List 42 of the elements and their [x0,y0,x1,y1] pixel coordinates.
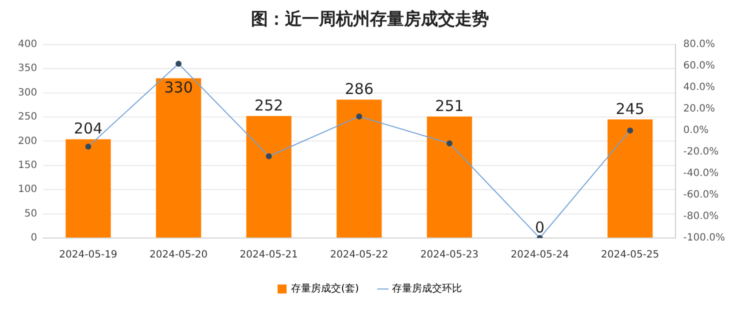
bar [426,116,472,238]
y2-tick-label: 0.0% [683,125,709,136]
y-tick-label: 200 [18,136,38,147]
x-tick-label: 2024-05-22 [330,250,388,261]
y-tick-label: 400 [18,38,38,50]
bar [156,78,202,238]
bar [66,139,111,238]
y2-tick-label: -80.0% [683,211,719,222]
y-tick-label: 250 [18,112,38,123]
x-tick-label: 2024-05-21 [240,250,298,261]
data-label: 252 [254,96,284,114]
data-label: 204 [74,120,103,138]
x-tick-label: 2024-05-24 [510,250,569,261]
y-tick-label: 350 [18,63,38,74]
x-tick-label: 2024-05-19 [59,250,118,261]
bar [336,100,382,238]
y2-tick-label: -20.0% [683,146,719,158]
y2-tick-label: -60.0% [683,190,719,201]
data-label: 251 [435,96,464,115]
y2-tick-label: 20.0% [683,104,716,115]
y-tick-label: 150 [18,160,38,171]
x-tick-label: 2024-05-20 [149,250,208,261]
x-tick-label: 2024-05-25 [601,250,660,261]
data-label: 286 [344,80,374,98]
data-label: 0 [535,218,545,236]
y2-tick-label: -40.0% [683,168,719,180]
legend-label: 存量房成交(套) [291,282,359,295]
data-label: 245 [616,100,644,118]
y-tick-label: 50 [24,208,38,220]
chart-title: 图：近一周杭州存量房成交走势 [251,10,489,30]
bar [246,116,292,238]
y-tick-label: 100 [18,184,38,196]
y-tick-label: 300 [18,87,38,98]
y2-tick-label: 80.0% [683,38,716,50]
data-label: 330 [164,78,193,97]
y2-tick-label: -100.0% [683,232,726,244]
y-tick-label: 0 [30,232,38,244]
bar [608,119,653,238]
legend-label: 存量房成交环比 [392,282,462,295]
y2-tick-label: 40.0% [683,82,716,94]
x-tick-label: 2024-05-23 [420,250,479,261]
y2-tick-label: 60.0% [683,60,716,72]
